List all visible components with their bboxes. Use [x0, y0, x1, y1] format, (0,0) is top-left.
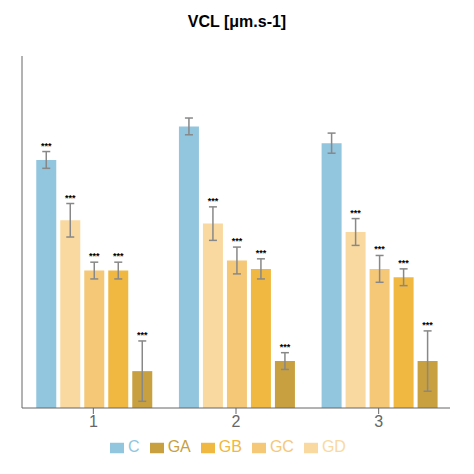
html-text:C: C [128, 438, 140, 455]
svg-text:***: *** [208, 196, 219, 206]
svg-text:1: 1 [89, 413, 98, 430]
svg-text:***: *** [374, 244, 385, 254]
svg-text:***: *** [256, 248, 267, 258]
svg-text:***: *** [280, 342, 291, 352]
svg-text:3: 3 [374, 413, 383, 430]
svg-text:***: *** [398, 258, 409, 268]
svg-text:2: 2 [232, 413, 241, 430]
svg-text:***: *** [41, 141, 52, 151]
svg-text:***: *** [113, 251, 124, 261]
svg-text:***: *** [232, 236, 243, 246]
html-text:GC: GC [269, 438, 294, 455]
html-text:VCL [μm.s-1]: VCL [μm.s-1] [187, 13, 287, 30]
svg-text:***: *** [89, 251, 100, 261]
svg-text:***: *** [350, 208, 361, 218]
svg-text:***: *** [65, 193, 76, 203]
html-text:GA: GA [167, 438, 191, 455]
html-text:GB: GB [218, 438, 242, 455]
svg-text:***: *** [422, 320, 433, 330]
svg-text:***: *** [137, 330, 148, 340]
html-text:GD: GD [321, 438, 346, 455]
